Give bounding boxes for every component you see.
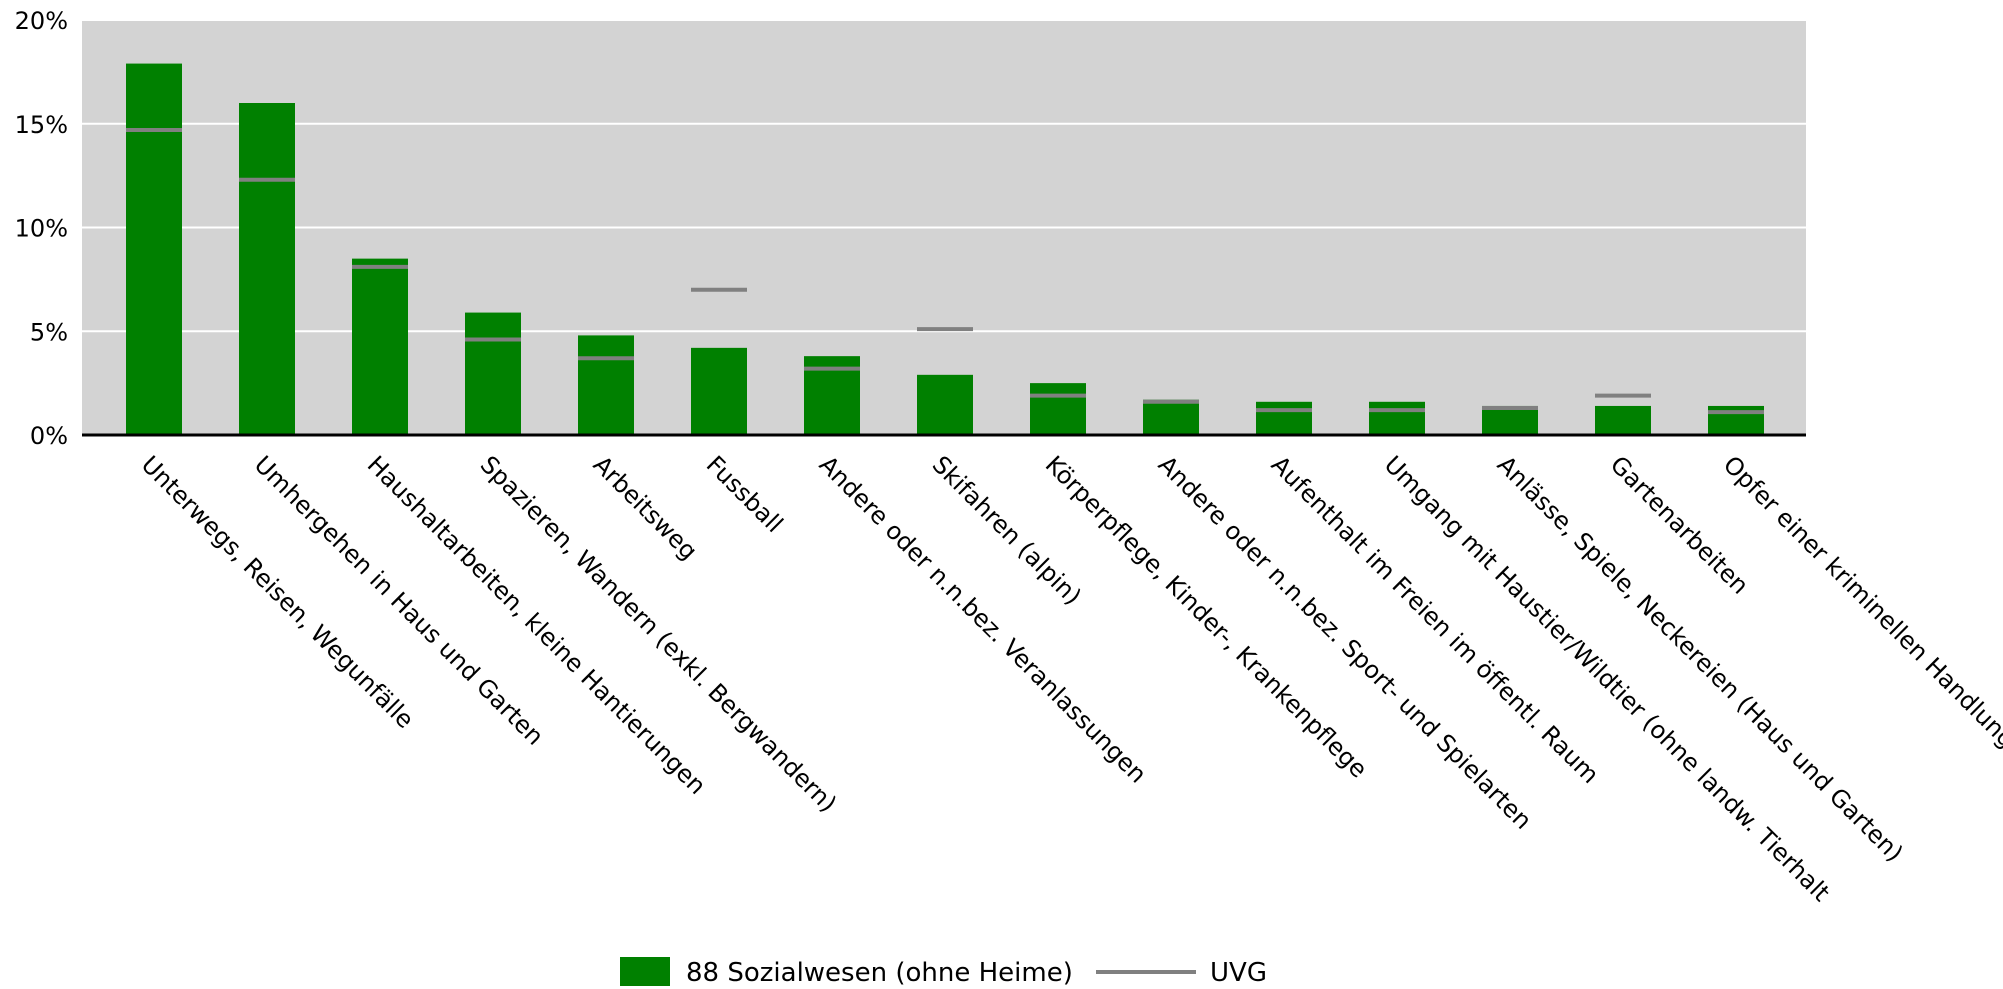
bar [1030,383,1086,435]
legend-label-uvg: UVG [1210,958,1267,988]
bar [578,335,634,435]
y-tick-label: 0% [30,422,68,450]
y-tick-label: 20% [15,7,68,35]
y-axis-ticks: 0% 5% 10% 15% 20% [15,7,68,450]
uvg-markers [126,127,1764,415]
y-tick-label: 5% [30,318,68,346]
bar [1482,405,1538,435]
y-tick-label: 10% [15,215,68,243]
x-tick-label: Andere oder n.n.bez. Sport- und Spielart… [1153,450,1537,834]
bar [917,374,973,435]
bar [1256,401,1312,435]
bar [691,347,747,435]
bar [352,258,408,435]
bar [465,312,521,435]
bars [126,63,1764,435]
y-tick-label: 15% [15,111,68,139]
bar [1595,405,1651,435]
bar [1369,401,1425,435]
bar [1143,399,1199,435]
x-tick-label: Arbeitsweg [588,450,703,565]
bar [239,103,295,435]
legend: 88 Sozialwesen (ohne Heime) UVG [620,957,1267,988]
legend-label-bar: 88 Sozialwesen (ohne Heime) [686,958,1073,988]
x-tick-label: Anlässe, Spiele, Neckereien (Haus und Ga… [1492,450,1909,867]
bar [126,63,182,435]
x-axis-labels: Unterwegs, Reisen, WegunfälleUmhergehen … [136,450,2003,907]
legend-swatch-bar [620,957,670,986]
x-tick-label: Fussball [701,450,789,538]
